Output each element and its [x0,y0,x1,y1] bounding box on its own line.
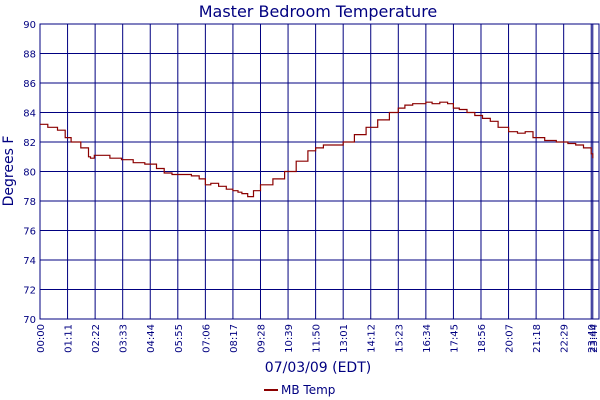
x-tick-label: 07:06 [201,324,212,353]
x-tick-label: 18:56 [477,324,488,353]
y-tick-labels: 70 72 74 76 78 80 82 84 86 88 90 [23,20,36,326]
x-tick-label: 11:50 [312,324,323,353]
x-tick-label: 09:28 [256,324,267,353]
y-tick-label: 88 [23,50,36,61]
series-line-mb-temp [40,101,594,198]
x-tick-label: 02:22 [91,324,102,353]
y-tick-label: 76 [23,227,36,238]
x-tick-label: 13:01 [339,324,350,353]
y-tick-label: 74 [23,256,36,267]
x-axis-label: 07/03/09 (EDT) [265,360,371,376]
x-tick-label: 16:34 [422,324,433,353]
chart-title: Master Bedroom Temperature [199,2,438,21]
x-tick-label: 05:55 [174,324,185,353]
x-tick-label: 17:45 [449,324,460,353]
x-tick-labels: 00:00 01:11 02:22 03:33 04:44 05:55 07:06 08:17… [36,324,600,353]
y-tick-label: 90 [23,20,36,31]
x-tick-label: 03:33 [119,324,130,353]
legend: MB Temp [264,383,335,397]
x-tick-label: 10:39 [284,324,295,353]
y-tick-label: 82 [23,138,36,149]
series-group [40,101,594,198]
x-tick-label: 21:18 [532,324,543,353]
y-axis-label: Degrees F [1,136,17,207]
x-tick-label: 01:11 [64,324,75,353]
x-tick-label: 20:07 [505,324,516,353]
y-tick-label: 72 [23,286,36,297]
y-tick-label: 78 [23,197,36,208]
y-tick-label: 70 [23,315,36,326]
y-tick-label: 86 [23,79,36,90]
x-tick-label: 15:23 [394,324,405,353]
x-tick-label: 23:44 [589,324,600,353]
grid-lines [40,24,599,319]
x-tick-label: 00:00 [36,324,47,353]
x-tick-label: 23:40 [587,324,598,353]
x-tick-label: 22:29 [560,324,571,353]
x-tick-label: 14:12 [367,324,378,353]
x-tick-label: 04:44 [146,324,157,353]
y-tick-label: 84 [23,109,36,120]
legend-label: MB Temp [281,383,335,397]
y-tick-label: 80 [23,168,36,179]
x-tick-label: 08:17 [229,324,240,353]
